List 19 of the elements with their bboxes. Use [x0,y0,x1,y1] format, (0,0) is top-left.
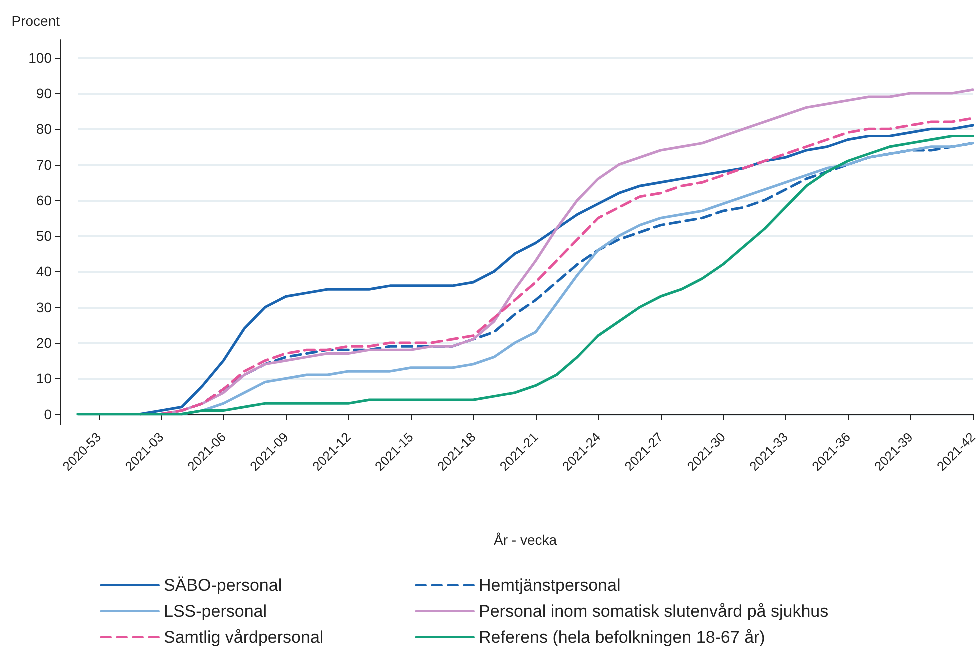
legend-label: Samtlig vårdpersonal [164,628,324,647]
y-tick-label: 60 [36,192,52,208]
x-axis-title: År - vecka [494,532,558,548]
y-tick-label: 0 [44,406,52,422]
y-tick-label: 20 [36,335,52,352]
legend-label: Personal inom somatisk slutenvård på sjukhus [479,602,829,621]
legend-label: LSS-personal [164,602,268,621]
y-tick-label: 100 [28,50,52,66]
y-tick-label: 50 [36,228,52,244]
y-tick-label: 40 [36,264,52,280]
legend-label: Referens (hela befolkningen 18-67 år) [479,628,766,647]
legend-label: SÄBO-personal [164,576,282,595]
legend-label: Hemtjänstpersonal [479,576,621,595]
y-tick-label: 70 [36,156,52,173]
y-tick-label: 90 [36,85,52,102]
y-axis-title: Procent [12,13,60,29]
y-tick-label: 10 [36,370,52,387]
y-tick-label: 30 [36,299,52,316]
y-tick-label: 80 [36,121,52,138]
